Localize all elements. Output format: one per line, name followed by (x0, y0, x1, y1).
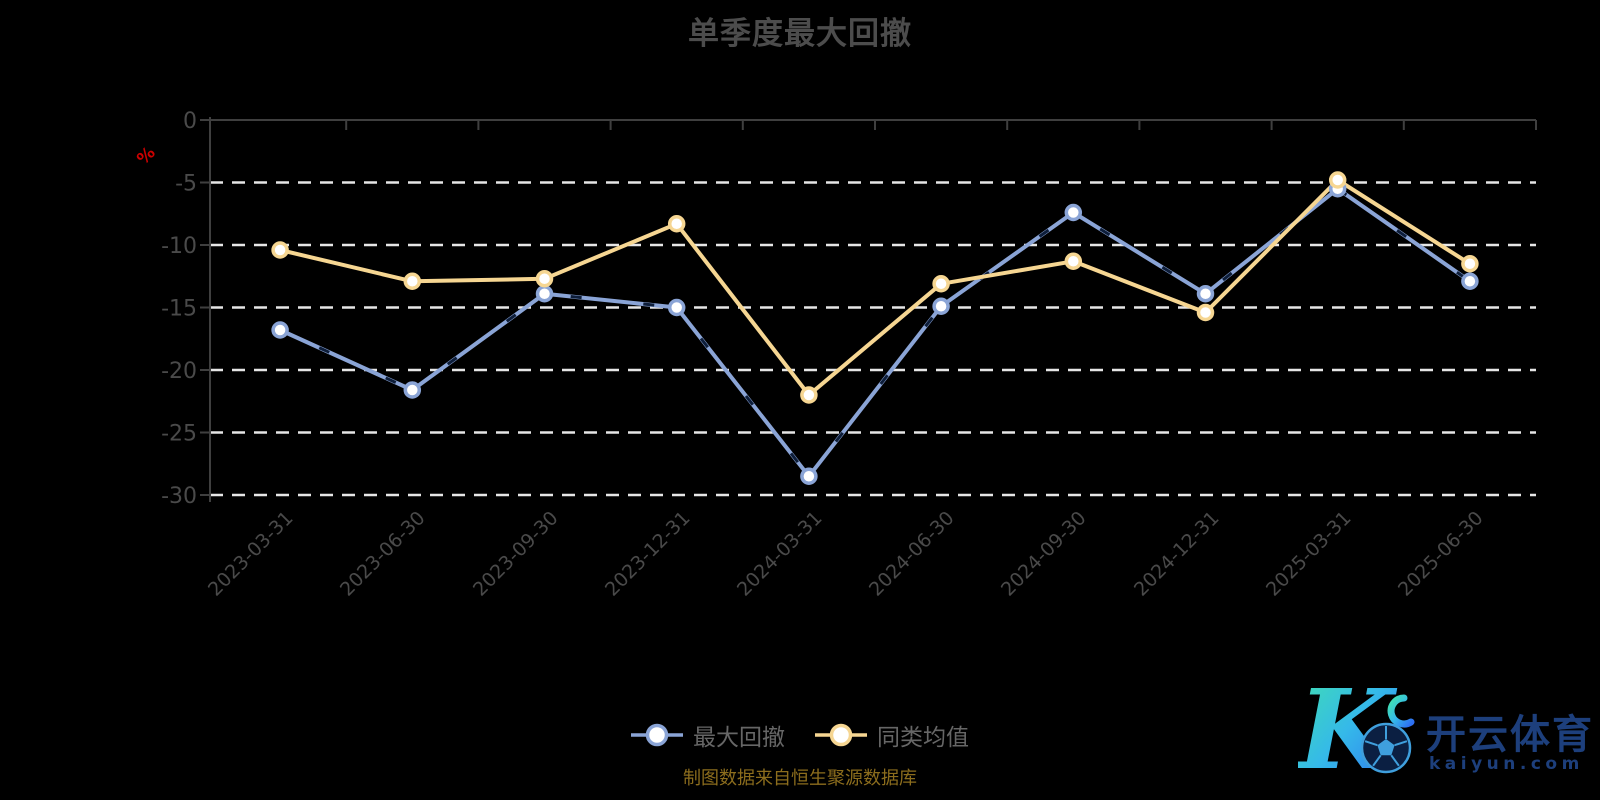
data-point-同类均值-2023-12-31[interactable] (667, 215, 686, 233)
legend-item-同类均值[interactable]: 同类均值 (815, 718, 969, 752)
data-point-同类均值-2023-09-30[interactable] (535, 270, 554, 288)
data-point-最大回撤-2024-12-31[interactable] (1196, 285, 1215, 303)
data-point-同类均值-2024-09-30[interactable] (1064, 252, 1083, 270)
data-point-同类均值-2023-06-30[interactable] (403, 272, 422, 290)
data-point-同类均值-2025-03-31[interactable] (1328, 171, 1347, 189)
data-point-最大回撤-2024-03-31[interactable] (800, 467, 818, 485)
data-point-同类均值-2024-03-31[interactable] (800, 386, 818, 404)
data-point-同类均值-2024-06-30[interactable] (932, 275, 950, 293)
chart-legend: 最大回撤 同类均值 (0, 718, 1600, 752)
brand-name: 开云体育 (1426, 712, 1594, 758)
series-line-2 (278, 178, 1472, 397)
legend-label: 同类均值 (877, 725, 969, 751)
y-axis-label: 0 (183, 109, 197, 134)
data-source-caption: 制图数据来自恒生聚源数据库 (683, 768, 917, 789)
data-point-最大回撤-2023-12-31[interactable] (667, 298, 686, 317)
legend-label: 最大回撤 (693, 725, 785, 751)
data-point-最大回撤-2023-06-30[interactable] (403, 381, 422, 399)
y-axis-label: -5 (175, 172, 197, 197)
y-axis-label: -25 (161, 422, 197, 447)
y-axis-label: -30 (161, 484, 197, 509)
chart-title: 单季度最大回撤 (688, 16, 912, 52)
y-axis-label: -15 (161, 297, 197, 322)
data-point-最大回撤-2023-09-30[interactable] (535, 285, 554, 303)
data-point-同类均值-2025-06-30[interactable] (1461, 255, 1479, 273)
data-point-最大回撤-2024-09-30[interactable] (1064, 203, 1083, 222)
series-line-1 (278, 186, 1472, 479)
data-point-同类均值-2023-03-31[interactable] (271, 241, 289, 259)
data-point-最大回撤-2024-06-30[interactable] (932, 297, 950, 315)
brand-logo: K 开云体育 kaiyun.com (1295, 665, 1600, 796)
legend-marker-icon (631, 723, 683, 747)
y-axis-label: -20 (161, 359, 197, 384)
k-logo-icon: K (1295, 665, 1415, 794)
soccer-ball-icon (1360, 722, 1412, 774)
y-axis-label: -10 (161, 234, 197, 259)
legend-item-最大回撤[interactable]: 最大回撤 (631, 718, 785, 752)
swirl-icon (1387, 694, 1415, 728)
data-point-最大回撤-2025-06-30[interactable] (1461, 272, 1479, 290)
brand-domain: kaiyun.com (1429, 754, 1584, 774)
data-point-最大回撤-2023-03-31[interactable] (271, 321, 289, 339)
legend-marker-icon (815, 723, 867, 747)
data-point-同类均值-2024-12-31[interactable] (1196, 303, 1215, 322)
